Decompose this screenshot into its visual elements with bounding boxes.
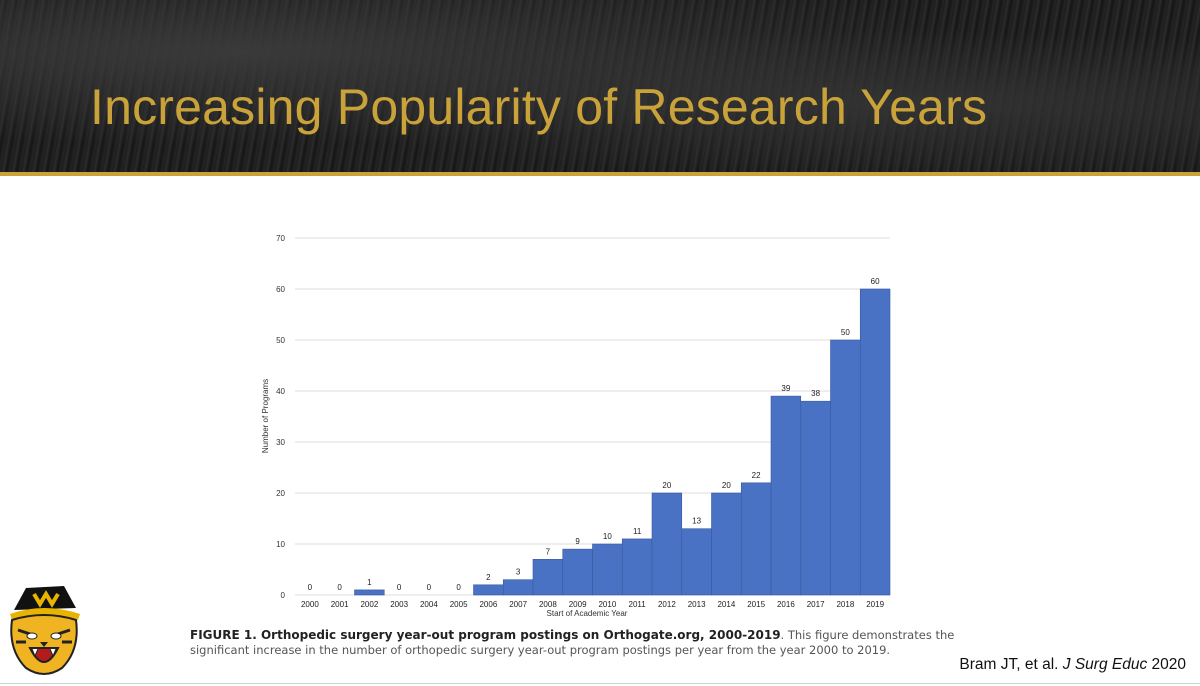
data-label: 13 bbox=[692, 517, 701, 526]
x-tick-label: 2005 bbox=[450, 600, 468, 609]
slide-header-background: Increasing Popularity of Research Years bbox=[0, 0, 1200, 172]
x-tick-label: 2001 bbox=[331, 600, 349, 609]
data-label: 10 bbox=[603, 532, 612, 541]
header-gold-rule bbox=[0, 172, 1200, 176]
data-label: 50 bbox=[841, 328, 850, 337]
bar-2006 bbox=[473, 584, 504, 596]
x-tick-label: 2014 bbox=[717, 600, 735, 609]
y-tick-label: 30 bbox=[276, 438, 285, 447]
citation-authors: Bram JT, et al. bbox=[959, 656, 1059, 673]
data-label: 60 bbox=[871, 277, 880, 286]
data-label: 20 bbox=[722, 481, 731, 490]
y-tick-label: 0 bbox=[281, 591, 286, 600]
x-tick-label: 2007 bbox=[509, 600, 527, 609]
bar-2002 bbox=[354, 589, 385, 596]
x-tick-label: 2016 bbox=[777, 600, 795, 609]
citation-year: 2020 bbox=[1151, 656, 1186, 673]
x-tick-label: 2004 bbox=[420, 600, 438, 609]
data-label: 2 bbox=[486, 573, 491, 582]
data-label: 0 bbox=[337, 583, 342, 592]
bar-2013 bbox=[681, 528, 712, 596]
x-tick-label: 2009 bbox=[569, 600, 587, 609]
bar-chart: 0102030405060700200002001120020200302004… bbox=[261, 234, 891, 618]
x-tick-label: 2010 bbox=[598, 600, 616, 609]
data-label: 38 bbox=[811, 389, 820, 398]
y-tick-label: 40 bbox=[276, 387, 285, 396]
bar-2019 bbox=[859, 288, 891, 596]
bar-2010 bbox=[592, 543, 623, 596]
x-tick-label: 2015 bbox=[747, 600, 765, 609]
x-tick-label: 2002 bbox=[360, 600, 378, 609]
tiger-mascot-logo bbox=[10, 586, 80, 675]
x-tick-label: 2003 bbox=[390, 600, 408, 609]
data-label: 0 bbox=[456, 583, 461, 592]
data-label: 1 bbox=[367, 578, 372, 587]
bar-2009 bbox=[562, 548, 593, 596]
y-tick-label: 10 bbox=[276, 540, 285, 549]
bar-2014 bbox=[711, 492, 742, 596]
figure-caption: FIGURE 1. Orthopedic surgery year-out pr… bbox=[190, 628, 980, 658]
x-tick-label: 2008 bbox=[539, 600, 557, 609]
data-label: 0 bbox=[308, 583, 313, 592]
x-tick-label: 2011 bbox=[629, 600, 647, 609]
x-tick-label: 2013 bbox=[688, 600, 706, 609]
bar-2015 bbox=[740, 482, 772, 596]
bar-2018 bbox=[830, 339, 861, 596]
x-tick-label: 2000 bbox=[301, 600, 319, 609]
data-label: 11 bbox=[633, 527, 642, 536]
x-tick-label: 2017 bbox=[807, 600, 825, 609]
citation-journal: J Surg Educ bbox=[1062, 656, 1148, 673]
y-tick-label: 70 bbox=[276, 234, 285, 243]
data-label: 39 bbox=[781, 384, 790, 393]
caption-title: FIGURE 1. Orthopedic surgery year-out pr… bbox=[190, 628, 781, 642]
data-label: 22 bbox=[752, 471, 761, 480]
x-tick-label: 2012 bbox=[658, 600, 676, 609]
slide-bottom-rule bbox=[0, 683, 1200, 684]
x-tick-label: 2018 bbox=[836, 600, 854, 609]
bar-2008 bbox=[532, 558, 564, 596]
bar-2012 bbox=[651, 492, 683, 596]
slide-title: Increasing Popularity of Research Years bbox=[90, 79, 988, 135]
y-tick-label: 20 bbox=[276, 489, 285, 498]
data-label: 0 bbox=[397, 583, 402, 592]
bar-2011 bbox=[621, 538, 653, 596]
data-label: 0 bbox=[427, 583, 432, 592]
data-label: 7 bbox=[546, 547, 551, 556]
y-tick-label: 60 bbox=[276, 285, 285, 294]
y-tick-label: 50 bbox=[276, 336, 285, 345]
data-label: 3 bbox=[516, 568, 521, 577]
bar-2007 bbox=[502, 579, 534, 596]
y-axis-label: Number of Programs bbox=[261, 379, 270, 453]
bar-2017 bbox=[800, 400, 831, 596]
caption-body: . This figure demonstrates the significa… bbox=[190, 628, 955, 657]
citation: Bram JT, et al. J Surg Educ 2020 bbox=[959, 656, 1186, 674]
bar-2016 bbox=[770, 395, 802, 596]
x-tick-label: 2006 bbox=[479, 600, 497, 609]
x-axis-label: Start of Academic Year bbox=[547, 609, 628, 618]
x-tick-label: 2019 bbox=[866, 600, 884, 609]
data-label: 9 bbox=[575, 537, 580, 546]
data-label: 20 bbox=[662, 481, 671, 490]
